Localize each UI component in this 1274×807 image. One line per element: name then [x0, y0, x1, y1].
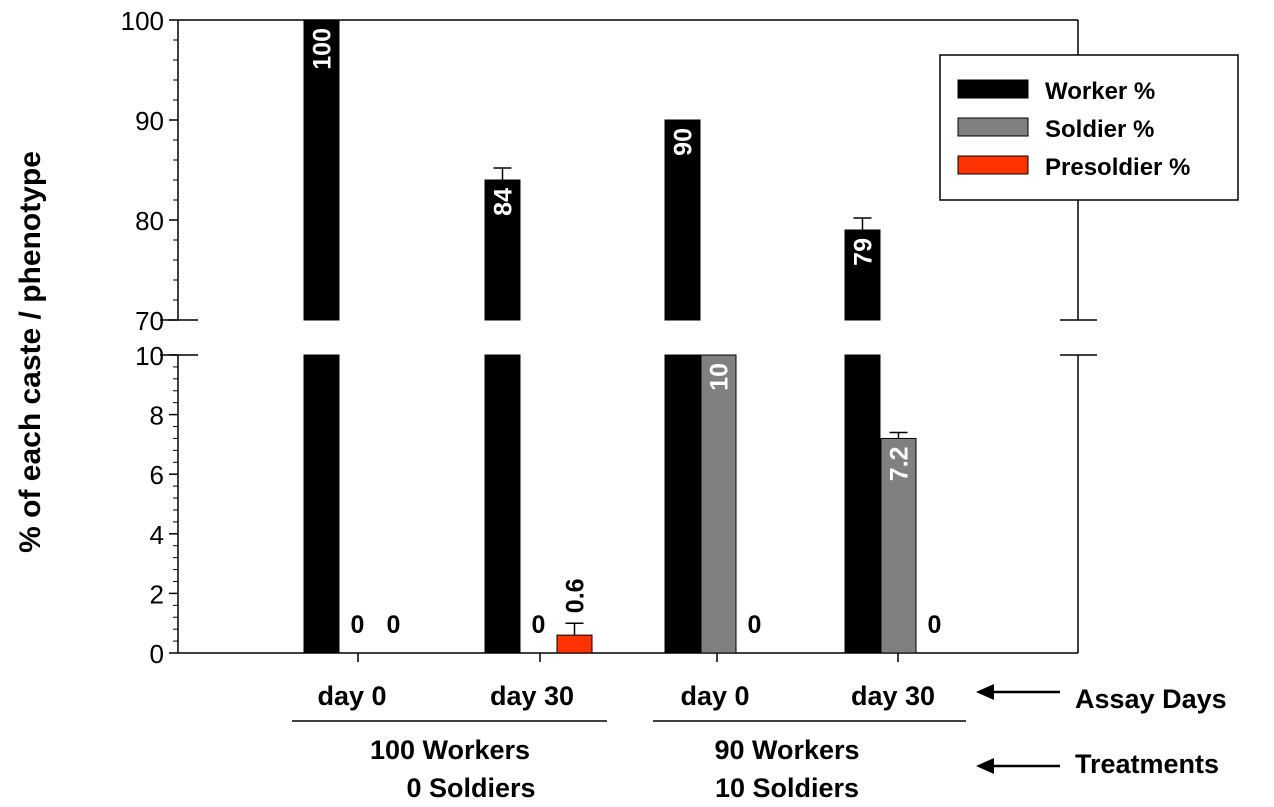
y-tick-label: 80: [135, 206, 164, 236]
legend: Worker % Soldier % Presoldier %: [939, 54, 1239, 201]
y-tick-label: 10: [135, 341, 164, 371]
treatments-annotation: Treatments: [976, 749, 1219, 779]
value-label-worker: 100: [309, 28, 337, 70]
bar-soldier: [880, 437, 917, 654]
group-label-2-line2: 10 Soldiers: [715, 773, 859, 803]
value-label-presoldier: 0: [928, 611, 942, 639]
group-label-2-line1: 90 Workers: [714, 735, 859, 765]
group-label-1-line1: 100 Workers: [370, 735, 530, 765]
value-label-presoldier: 0: [387, 611, 401, 639]
bar-worker-lower: [303, 354, 340, 654]
bar-soldier: [700, 354, 737, 654]
value-label-worker: 84: [490, 188, 518, 216]
bars: [303, 19, 917, 654]
bar-worker-upper: [664, 119, 701, 321]
value-label-worker: 90: [670, 128, 698, 156]
y-tick-label: 8: [150, 401, 164, 431]
y-tick-label: 6: [150, 460, 164, 490]
x-tick-label-day30-a: day 30: [490, 681, 574, 711]
legend-swatch-worker: [957, 79, 1029, 99]
x-ticks: [357, 653, 899, 662]
value-label-soldier: 0: [351, 611, 365, 639]
bar-worker-lower: [484, 354, 521, 654]
bar-worker-upper: [303, 19, 340, 321]
y-ticks: 70 80 90 100 0 2 4 6 8 10: [121, 6, 178, 669]
value-label-soldier: 10: [706, 363, 734, 391]
legend-label-soldier: Soldier %: [1045, 116, 1154, 143]
value-label-presoldier: 0: [748, 611, 762, 639]
value-label-presoldier: 0.6: [562, 578, 590, 613]
y-tick-label: 0: [150, 639, 164, 669]
y-tick-label: 4: [150, 520, 164, 550]
y-tick-label: 2: [150, 579, 164, 609]
bar-worker-lower: [844, 354, 881, 654]
y-tick-label: 90: [135, 106, 164, 136]
bar-worker-lower: [664, 354, 701, 654]
y-tick-label: 100: [121, 6, 164, 36]
bar-worker-upper: [844, 229, 881, 321]
group-label-1-line2: 0 Soldiers: [406, 773, 535, 803]
x-tick-label-day0-b: day 0: [680, 681, 749, 711]
value-label-soldier: 7.2: [886, 446, 914, 481]
legend-swatch-presoldier: [957, 155, 1029, 175]
value-label-soldier: 0: [532, 611, 546, 639]
y-axis-label: % of each caste / phenotype: [14, 151, 47, 553]
legend-swatch-soldier: [957, 117, 1029, 137]
assay-days-label: Assay Days: [1075, 684, 1227, 714]
arrowhead-treatments: [976, 758, 994, 774]
x-tick-label-day30-b: day 30: [851, 681, 935, 711]
bar-presoldier: [556, 634, 593, 654]
y-tick-label: 70: [135, 306, 164, 336]
legend-label-worker: Worker %: [1045, 78, 1155, 105]
assay-days-annotation: Assay Days: [976, 684, 1227, 714]
legend-label-presoldier: Presoldier %: [1045, 154, 1190, 181]
treatments-label: Treatments: [1075, 749, 1219, 779]
x-tick-label-day0-a: day 0: [317, 681, 386, 711]
value-label-worker: 79: [850, 238, 878, 266]
arrowhead-assay-days: [976, 684, 994, 700]
